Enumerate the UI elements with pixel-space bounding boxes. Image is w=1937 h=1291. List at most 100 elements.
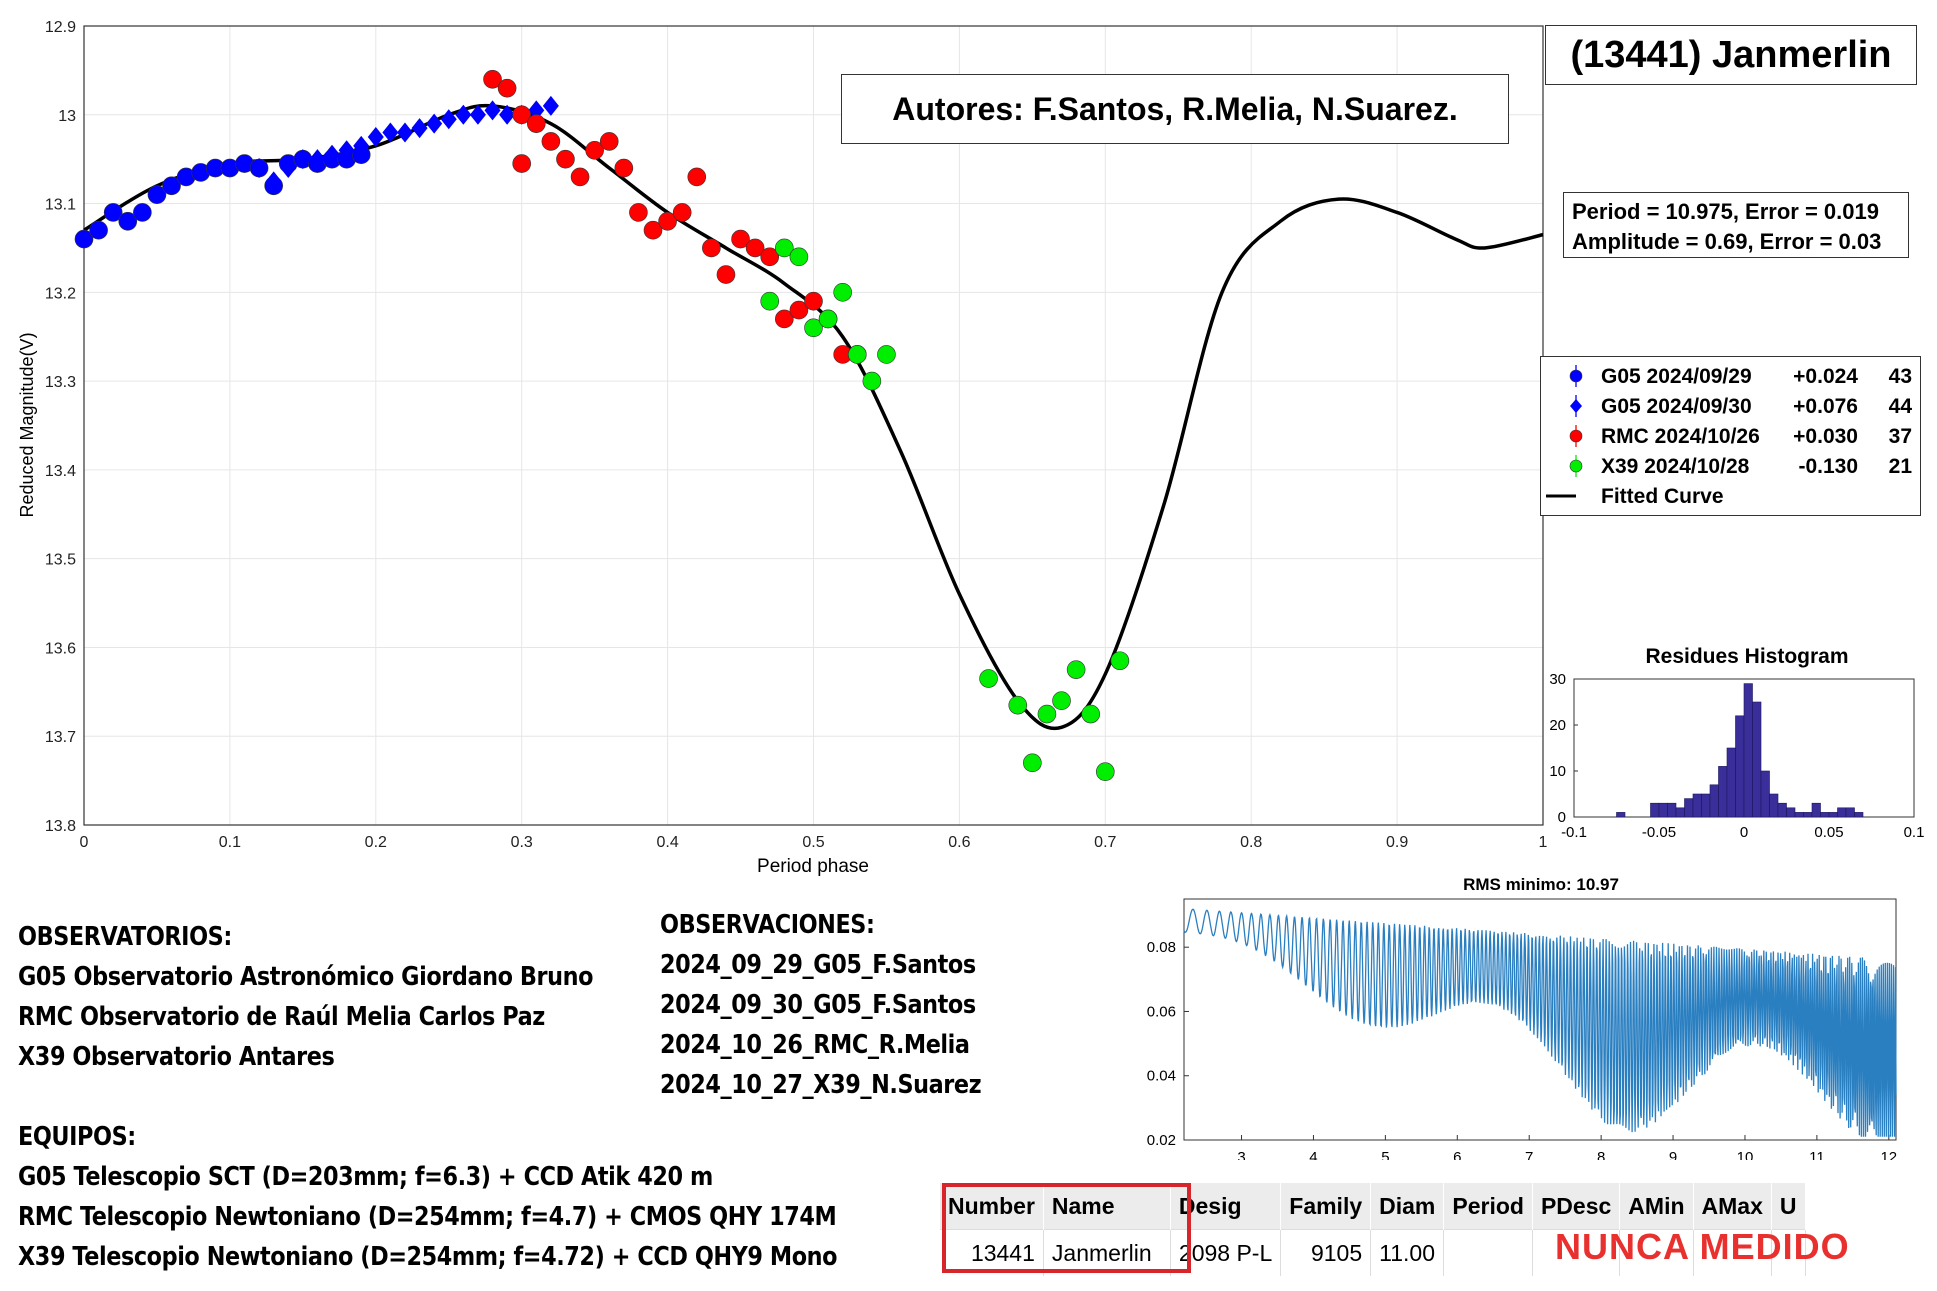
data-point (745, 238, 765, 258)
legend-marker (1546, 494, 1576, 498)
equipos-heading: EQUIPOS: (18, 1122, 136, 1152)
data-point (118, 212, 138, 231)
data-point (833, 283, 852, 302)
x-tick-label: 0.7 (1094, 834, 1116, 851)
asteroid-title: (13441) Janmerlin (1545, 25, 1917, 85)
data-point (265, 171, 282, 192)
observacion-line: 2024_10_27_X39_N.Suarez (660, 1070, 982, 1100)
data-point (775, 309, 794, 329)
legend-marker (1570, 395, 1582, 417)
data-point (599, 132, 619, 151)
data-point (541, 132, 561, 151)
x-tick-label: 0.1 (219, 834, 241, 851)
rms-x-tick-label: 10 (1737, 1149, 1754, 1160)
data-point (440, 109, 457, 130)
data-point (1096, 762, 1115, 782)
x-tick-label: 0.3 (511, 834, 533, 851)
col-period: Period (1443, 1183, 1533, 1230)
hist-x-tick-label: -0.05 (1642, 824, 1676, 841)
rms-title: RMS minimo: 10.97 (1463, 875, 1619, 894)
data-point (585, 140, 604, 160)
y-tick-label: 13.5 (45, 552, 76, 569)
col-name: Name (1043, 1183, 1171, 1230)
rms-line (1183, 908, 1897, 1137)
col-pdesc: PDesc (1532, 1183, 1621, 1230)
data-point (147, 185, 167, 204)
legend-entry: G05 2024/09/29 +0.024 43 (1541, 361, 1920, 391)
hist-bar (1616, 812, 1626, 818)
data-point (789, 247, 809, 267)
data-point (499, 104, 516, 125)
x-tick-label: 0.6 (948, 834, 970, 851)
y-tick-label: 13.2 (45, 285, 76, 302)
hist-y-tick-label: 20 (1549, 717, 1566, 734)
rms-x-tick-label: 5 (1381, 1149, 1389, 1160)
data-point (309, 149, 326, 170)
rms-x-tick-label: 3 (1237, 1149, 1245, 1160)
data-point (367, 126, 384, 147)
observacion-line: 2024_09_30_G05_F.Santos (660, 990, 976, 1020)
data-point (789, 300, 809, 320)
highlight-box (942, 1183, 1191, 1273)
equipos-block: EQUIPOS: G05 Telescopio SCT (D=203mm; f=… (18, 1117, 838, 1277)
data-point (702, 238, 721, 258)
data-point (1052, 691, 1071, 711)
hist-bar (1675, 807, 1685, 818)
data-point (162, 176, 181, 196)
data-point (382, 122, 399, 143)
cell-period (1443, 1229, 1533, 1276)
equipo-line: X39 Telescopio Newtoniano (D=254mm; f=4.… (18, 1242, 838, 1272)
lcdb-table: Number Name Desig Family Diam Period PDe… (940, 1183, 1806, 1276)
data-point (658, 212, 677, 231)
hist-x-tick-label: -0.1 (1561, 824, 1587, 841)
hist-bar (1743, 683, 1753, 818)
period-line: Period = 10.975, Error = 0.019 (1572, 199, 1879, 224)
observaciones-block: OBSERVACIONES: 2024_09_29_G05_F.Santos 2… (660, 905, 982, 1105)
data-point (512, 154, 532, 173)
legend-marker (1569, 455, 1583, 477)
observatorio-line: G05 Observatorio Astronómico Giordano Br… (18, 962, 594, 992)
x-axis-label: Period phase (757, 856, 869, 877)
data-point (847, 345, 867, 364)
legend-label: G05 2024/09/29 (1601, 365, 1752, 388)
data-point (396, 122, 413, 143)
rms-x-tick-label: 6 (1453, 1149, 1461, 1160)
hist-y-tick-label: 30 (1549, 671, 1566, 688)
observacion-line: 2024_09_29_G05_F.Santos (660, 950, 976, 980)
equipo-line: G05 Telescopio SCT (D=203mm; f=6.3) + CC… (18, 1162, 713, 1192)
legend-offset: +0.030 (1793, 425, 1858, 448)
legend-entry: G05 2024/09/30 +0.076 44 (1541, 391, 1920, 421)
data-point (103, 203, 123, 222)
hist-bar (1726, 747, 1736, 818)
cell-number: 13441 (940, 1229, 1044, 1276)
hist-bar (1667, 802, 1677, 818)
data-point (1008, 695, 1028, 715)
rms-periodogram: RMS minimo: 10.97 3 4 5 6 7 8 9 10 11 12 0.02 0.04 0… (1147, 875, 1897, 1160)
cell-amin (1619, 1229, 1694, 1276)
legend-label: Fitted Curve (1601, 485, 1724, 508)
data-point (556, 149, 575, 169)
x-tick-label: 0 (80, 834, 89, 851)
data-point (251, 158, 268, 179)
hist-bar (1811, 802, 1821, 818)
x-tick-label: 0.5 (802, 834, 824, 851)
x-tick-label: 0.2 (365, 834, 387, 851)
hist-bar (1828, 812, 1838, 818)
data-point (426, 113, 443, 134)
hist-bar (1837, 807, 1847, 818)
hist-bar (1794, 812, 1804, 818)
data-point (469, 104, 486, 125)
rms-y-tick-label: 0.04 (1147, 1068, 1176, 1085)
x-tick-label: 1 (1539, 834, 1548, 851)
y-tick-label: 13 (58, 108, 76, 125)
hist-bar (1854, 812, 1864, 818)
legend-label: RMC 2024/10/26 (1601, 425, 1760, 448)
x-tick-label: 0.8 (1240, 834, 1262, 851)
rms-x-tick-label: 11 (1809, 1149, 1825, 1160)
y-tick-label: 12.9 (45, 19, 76, 36)
data-point (280, 158, 297, 179)
data-point (629, 203, 648, 222)
rms-x-tick-label: 9 (1669, 1149, 1677, 1160)
data-point (526, 114, 546, 133)
x-tick-label: 0.9 (1386, 834, 1408, 851)
